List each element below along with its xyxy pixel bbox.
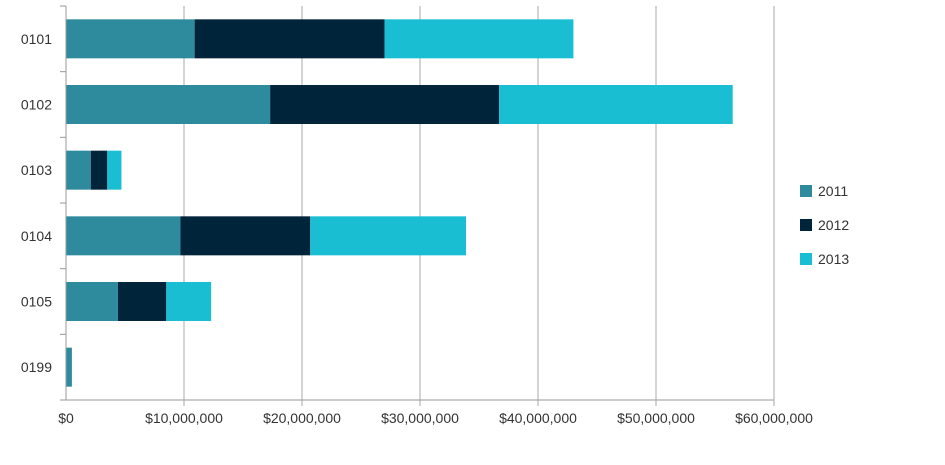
y-tick-label: 0199 <box>21 359 52 375</box>
legend-label: 2011 <box>818 183 849 199</box>
bar-segment <box>90 150 108 190</box>
legend-label: 2012 <box>818 217 850 233</box>
bar-segment <box>66 85 271 124</box>
bar-segment <box>66 150 91 190</box>
legend-swatch <box>800 185 812 197</box>
x-tick-label: $50,000,000 <box>617 410 695 426</box>
bar-segment <box>194 19 385 59</box>
bar-segment <box>499 85 733 124</box>
y-tick-label: 0104 <box>21 228 52 244</box>
x-tick-label: $20,000,000 <box>263 410 341 426</box>
x-tick-label: $60,000,000 <box>735 410 813 426</box>
bar-segment <box>107 150 122 190</box>
legend-swatch <box>800 253 812 265</box>
bar-segment <box>66 19 195 59</box>
bar-segment <box>270 85 500 124</box>
y-tick-label: 0102 <box>21 97 52 113</box>
bar-segment <box>66 282 118 321</box>
y-tick-label: 0105 <box>21 294 52 310</box>
y-tick-label: 0103 <box>21 162 52 178</box>
axes: $0 $10,000,000 $20,000,000 $30,000,000 $40,0… <box>21 5 813 426</box>
gridlines <box>183 6 775 406</box>
bars <box>66 19 733 387</box>
bar-segment <box>117 282 167 321</box>
legend-item: 2011 <box>800 174 849 208</box>
legend-swatch <box>800 219 812 231</box>
x-tick-label: $40,000,000 <box>499 410 577 426</box>
y-tick-label: 0101 <box>21 31 52 47</box>
legend-item: 2012 <box>800 208 849 242</box>
legend: 2011 2012 2013 <box>800 174 849 276</box>
legend-item: 2013 <box>800 242 849 276</box>
x-tick-label: $0 <box>58 410 74 426</box>
bar-segment <box>180 216 311 256</box>
legend-label: 2013 <box>818 251 850 267</box>
x-tick-label: $30,000,000 <box>381 410 459 426</box>
bar-segment <box>310 216 467 256</box>
bar-segment <box>166 282 212 321</box>
bar-segment <box>384 19 574 59</box>
bar-segment <box>66 347 72 387</box>
x-tick-label: $10,000,000 <box>145 410 223 426</box>
bar-segment <box>66 216 181 256</box>
